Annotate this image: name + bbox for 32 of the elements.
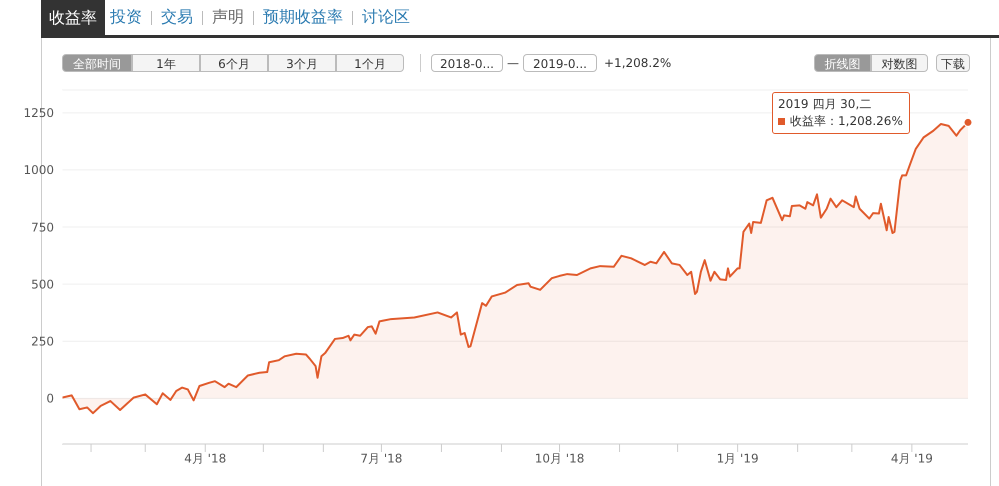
y-tick-label: 250 [31,334,54,348]
text: 3个月 [268,54,336,72]
text: 2018-0... [431,54,503,72]
y-tick-label: 750 [31,220,54,234]
y-tick-label: 1250 [23,106,54,120]
text: 对数图 [871,54,928,72]
annotation: 2019 四月 30,二 [778,96,872,113]
y-tick-label: 1000 [23,163,54,178]
text: +1,208.2% [604,55,672,72]
text: 1年 [132,54,200,72]
x-tick-label: 7月 '18 [360,452,402,466]
text: 1个月 [336,54,404,72]
text: 预期收益率 [263,7,343,28]
y-tick-label: 0 [46,392,54,406]
annotation: ：1,208.26% [826,113,903,130]
text: 下载 [936,54,970,72]
text: 折线图 [814,54,871,72]
text: — [507,55,519,72]
x-tick-label: 4月 '18 [184,452,226,466]
text: 6个月 [200,54,268,72]
text: 讨论区 [362,7,410,28]
chart-title: 收益率 [41,0,105,35]
x-tick-label: 10月 '18 [534,452,584,466]
x-tick-label: 1月 '19 [716,452,759,466]
text: 投资 [110,7,142,28]
text: 声明 [212,7,244,28]
y-tick-label: 500 [31,277,54,292]
text: 全部时间 [62,54,132,72]
text: 交易 [161,7,193,28]
text: 2019-0... [523,54,597,72]
x-tick-label: 4月 '19 [890,452,933,466]
legend-label: 收益率 [790,113,826,130]
